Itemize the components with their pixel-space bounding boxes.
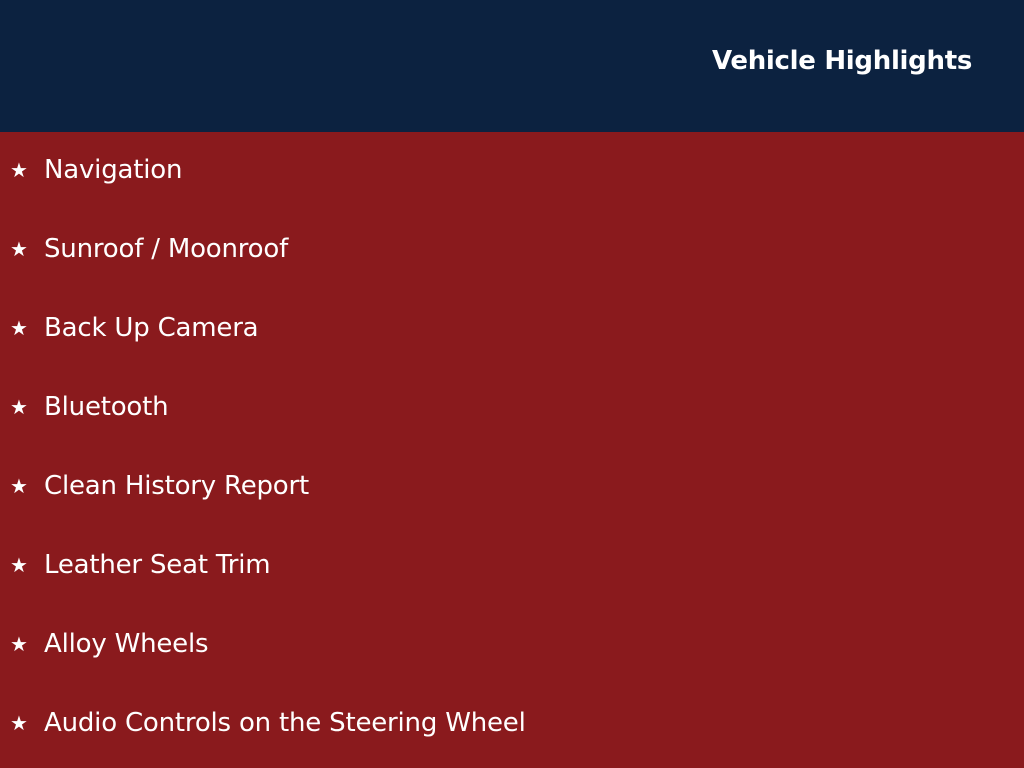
highlight-label: Back Up Camera [44, 312, 259, 343]
list-item: ★ Clean History Report [0, 446, 1024, 525]
list-item: ★ Audio Controls on the Steering Wheel [0, 683, 1024, 762]
highlights-list: ★ Navigation ★ Sunroof / Moonroof ★ Back Up C… [0, 130, 1024, 762]
highlight-label: Bluetooth [44, 391, 169, 422]
star-icon: ★ [10, 631, 28, 656]
star-icon: ★ [10, 552, 28, 577]
header: Vehicle Highlights [0, 0, 1024, 132]
highlight-label: Audio Controls on the Steering Wheel [44, 707, 526, 738]
list-item: ★ Alloy Wheels [0, 604, 1024, 683]
highlight-label: Alloy Wheels [44, 628, 209, 659]
highlight-label: Navigation [44, 154, 183, 185]
star-icon: ★ [10, 473, 28, 498]
highlight-label: Leather Seat Trim [44, 549, 271, 580]
page-title: Vehicle Highlights [711, 46, 972, 76]
highlight-label: Clean History Report [44, 470, 310, 501]
list-item: ★ Bluetooth [0, 367, 1024, 446]
star-icon: ★ [10, 157, 28, 182]
list-item: ★ Back Up Camera [0, 288, 1024, 367]
star-icon: ★ [10, 236, 28, 261]
list-item: ★ Leather Seat Trim [0, 525, 1024, 604]
list-item: ★ Navigation [0, 130, 1024, 209]
star-icon: ★ [10, 710, 28, 735]
star-icon: ★ [10, 394, 28, 419]
star-icon: ★ [10, 315, 28, 340]
highlight-label: Sunroof / Moonroof [44, 233, 289, 264]
list-item: ★ Sunroof / Moonroof [0, 209, 1024, 288]
